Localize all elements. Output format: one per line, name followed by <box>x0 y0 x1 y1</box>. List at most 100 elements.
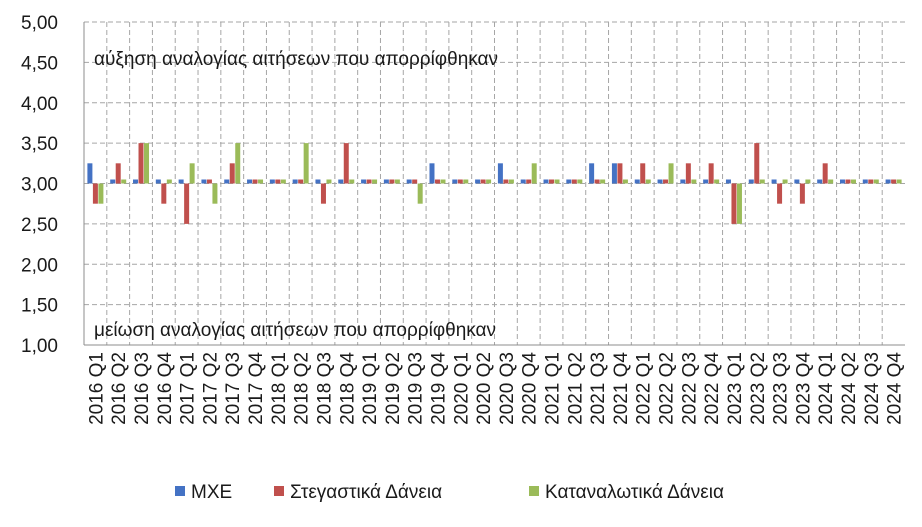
x-tick-label: 2016 Q3 <box>132 352 153 425</box>
bar <box>748 179 754 184</box>
bar <box>828 179 834 184</box>
bar <box>731 183 737 224</box>
bar <box>566 179 572 184</box>
x-tick-label: 2021 Q3 <box>588 352 609 425</box>
bar <box>315 179 321 184</box>
x-tick-label: 2018 Q4 <box>337 352 358 425</box>
bar <box>275 179 281 184</box>
bar <box>622 179 628 184</box>
x-tick-label: 2022 Q3 <box>679 352 700 425</box>
bar <box>98 183 104 204</box>
bar <box>845 179 851 184</box>
bar <box>577 179 583 184</box>
bar <box>389 179 395 184</box>
bar <box>885 179 891 184</box>
x-tick-label: 2017 Q1 <box>178 352 199 425</box>
bar <box>508 179 514 184</box>
y-tick-label: 1,50 <box>21 296 58 317</box>
bar <box>298 179 304 184</box>
y-tick-label: 4,50 <box>21 53 58 74</box>
bar <box>361 179 367 184</box>
x-tick-label: 2022 Q4 <box>702 352 723 425</box>
bar <box>708 163 714 184</box>
bar <box>201 179 207 184</box>
bar <box>110 179 116 184</box>
bar <box>417 183 423 204</box>
bar <box>617 163 623 184</box>
bar <box>896 179 902 184</box>
legend-swatch <box>529 486 539 496</box>
bar <box>680 179 686 184</box>
bars <box>87 143 902 224</box>
bar <box>349 179 355 184</box>
bar <box>269 179 275 184</box>
bar <box>92 183 98 204</box>
bar <box>457 179 463 184</box>
bar <box>862 179 868 184</box>
bar <box>486 179 492 184</box>
bar <box>839 179 845 184</box>
bar <box>280 179 286 184</box>
bar <box>121 179 127 184</box>
legend-label: Καταναλωτικά Δάνεια <box>545 482 724 503</box>
y-tick-label: 3,00 <box>21 175 58 196</box>
bar <box>794 179 800 184</box>
bar <box>799 183 805 204</box>
bar <box>822 163 828 184</box>
x-tick-label: 2019 Q1 <box>360 352 381 425</box>
bar <box>736 183 742 224</box>
bar <box>383 179 389 184</box>
annotation-increase: αύξηση αναλογίας αιτήσεων που απορρίφθηκ… <box>94 49 498 70</box>
bar <box>394 179 400 184</box>
bar <box>891 179 897 184</box>
y-tick-label: 3,50 <box>21 134 58 155</box>
bar <box>161 183 167 204</box>
x-tick-label: 2017 Q3 <box>223 352 244 425</box>
bar <box>777 183 783 204</box>
x-tick-label: 2017 Q4 <box>246 352 267 425</box>
bar <box>343 143 349 184</box>
bar <box>247 179 253 184</box>
x-tick-label: 2019 Q3 <box>406 352 427 425</box>
bar <box>452 179 458 184</box>
bar <box>326 179 332 184</box>
x-tick-label: 2021 Q2 <box>565 352 586 425</box>
bar <box>258 179 264 184</box>
x-tick-label: 2023 Q1 <box>725 352 746 425</box>
y-tick-labels: 1,00 1,50 2,00 2,50 3,00 3,50 4,00 4,50 5,00 <box>21 13 58 357</box>
bar <box>412 179 418 184</box>
bar <box>873 179 879 184</box>
bar <box>497 163 503 184</box>
x-tick-label: 2024 Q1 <box>816 352 837 425</box>
bar <box>429 163 435 184</box>
x-tick-label: 2019 Q4 <box>428 352 449 425</box>
bar <box>178 179 184 184</box>
bar <box>782 179 788 184</box>
bar <box>440 179 446 184</box>
y-tick-label: 4,00 <box>21 94 58 115</box>
bar <box>725 179 731 184</box>
bar <box>229 163 235 184</box>
bar <box>292 179 298 184</box>
legend-swatch <box>274 486 284 496</box>
bar <box>691 179 697 184</box>
x-tick-label: 2018 Q1 <box>269 352 290 425</box>
bar <box>571 179 577 184</box>
bar <box>133 179 139 184</box>
x-tick-label: 2016 Q2 <box>109 352 130 425</box>
axes <box>83 22 905 346</box>
bar <box>657 179 663 184</box>
gridlines <box>84 21 905 346</box>
legend-label: Στεγαστικά Δάνεια <box>290 482 442 503</box>
x-tick-label: 2023 Q2 <box>748 352 769 425</box>
x-tick-label: 2018 Q3 <box>314 352 335 425</box>
bar <box>144 143 150 184</box>
bar <box>645 179 651 184</box>
x-tick-label: 2024 Q3 <box>862 352 883 425</box>
bar <box>554 179 560 184</box>
bar <box>224 179 230 184</box>
bar <box>611 163 617 184</box>
bar <box>589 163 595 184</box>
bar <box>543 179 549 184</box>
